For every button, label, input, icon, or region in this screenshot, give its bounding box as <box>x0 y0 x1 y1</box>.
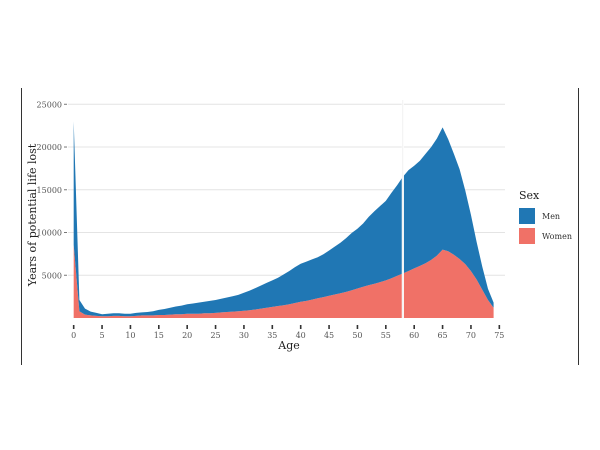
y-tick-label: 25000 <box>37 100 62 109</box>
x-tick-label: 35 <box>267 331 277 340</box>
x-axis-title: Age <box>277 339 300 352</box>
legend-label-women: Women <box>542 232 572 241</box>
frame-left-border <box>21 88 22 365</box>
stacked-areas <box>73 121 494 318</box>
x-tick-label: 15 <box>154 331 164 340</box>
x-axis-ticks: 0 5 10 15 20 25 30 35 40 45 50 55 60 65 70 75 <box>71 325 504 340</box>
area-men <box>73 121 494 317</box>
legend-title: Sex <box>519 189 540 202</box>
x-tick-label: 25 <box>210 331 220 340</box>
x-tick-label: 45 <box>324 331 334 340</box>
legend-swatch-women <box>519 228 535 244</box>
x-tick-label: 65 <box>437 331 447 340</box>
y-axis-ticks: 5000 10000 15000 20000 25000 <box>37 100 67 280</box>
x-tick-label: 70 <box>466 331 476 340</box>
y-tick-label: 10000 <box>37 229 62 238</box>
frame-right-border <box>578 88 579 365</box>
x-tick-label: 0 <box>71 331 76 340</box>
x-tick-label: 55 <box>381 331 391 340</box>
legend-label-men: Men <box>542 212 560 221</box>
area-women <box>73 245 494 318</box>
y-tick-label: 5000 <box>42 271 62 280</box>
x-tick-label: 5 <box>100 331 105 340</box>
x-tick-label: 10 <box>125 331 135 340</box>
x-tick-label: 60 <box>409 331 419 340</box>
x-tick-label: 75 <box>494 331 504 340</box>
legend: Sex Men Women <box>519 189 572 244</box>
x-tick-label: 50 <box>352 331 362 340</box>
x-tick-label: 20 <box>182 331 192 340</box>
y-tick-label: 20000 <box>37 143 62 152</box>
x-tick-label: 40 <box>296 331 306 340</box>
y-tick-label: 15000 <box>37 186 62 195</box>
legend-swatch-men <box>519 208 535 224</box>
y-axis-title: Years of potential life lost <box>26 143 39 287</box>
x-tick-label: 30 <box>239 331 249 340</box>
